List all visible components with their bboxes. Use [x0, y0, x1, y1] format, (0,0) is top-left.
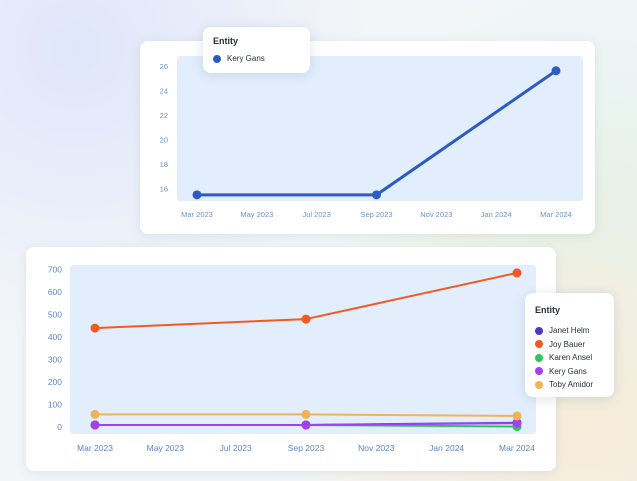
- legend-label: Joy Bauer: [549, 339, 586, 349]
- y-tick-label: 700: [48, 265, 62, 275]
- legend-label: Toby Amidor: [549, 380, 594, 390]
- legend-label: Janet Helm: [549, 326, 590, 336]
- legend-bottom: Entity Janet Helm Joy Bauer Karen Ansel Ker…: [525, 293, 614, 397]
- x-tick-label: Jul 2023: [302, 210, 330, 219]
- x-tick-label: May 2023: [147, 443, 185, 453]
- data-point[interactable]: [192, 190, 202, 200]
- y-tick-label: 200: [48, 377, 62, 387]
- legend-item[interactable]: Karen Ansel: [535, 351, 593, 365]
- x-tick-label: Mar 2023: [181, 210, 213, 219]
- data-point[interactable]: [512, 411, 522, 421]
- y-tick-label: 300: [48, 355, 62, 365]
- legend-item[interactable]: Kery Gans: [535, 365, 593, 379]
- plot-area: [70, 265, 536, 434]
- y-tick-label: 0: [57, 422, 62, 432]
- x-tick-label: Mar 2023: [77, 443, 113, 453]
- legend-swatch: [535, 340, 543, 349]
- y-tick-label: 16: [160, 185, 168, 194]
- y-tick-label: 18: [160, 160, 168, 169]
- y-tick-label: 600: [48, 287, 62, 297]
- y-tick-label: 20: [160, 136, 168, 145]
- legend-swatch: [535, 367, 543, 376]
- y-tick-label: 26: [160, 62, 168, 71]
- legend-item[interactable]: Toby Amidor: [535, 378, 593, 392]
- legend-swatch: [535, 353, 543, 362]
- data-point[interactable]: [512, 268, 522, 278]
- data-point[interactable]: [301, 314, 311, 324]
- legend-item[interactable]: Kery Gans: [213, 52, 265, 66]
- x-tick-label: Jul 2023: [220, 443, 252, 453]
- data-point[interactable]: [301, 420, 311, 430]
- x-tick-label: Mar 2024: [540, 210, 572, 219]
- data-point[interactable]: [90, 420, 100, 430]
- legend-title: Entity: [535, 305, 561, 315]
- y-tick-label: 400: [48, 332, 62, 342]
- x-tick-label: Jan 2024: [481, 210, 512, 219]
- x-tick-label: Jan 2024: [429, 443, 464, 453]
- legend-list: Kery Gans: [213, 52, 265, 66]
- x-tick-label: Nov 2023: [358, 443, 395, 453]
- legend-top: Entity Kery Gans: [203, 27, 310, 73]
- legend-list: Janet Helm Joy Bauer Karen Ansel Kery Gans T…: [535, 324, 593, 392]
- chart-card-bottom: 0 100 200 300 400 500 600 700 Mar 2023 May 2023 Ju…: [26, 247, 556, 471]
- y-tick-label: 500: [48, 310, 62, 320]
- y-tick-label: 22: [160, 111, 168, 120]
- x-tick-label: Mar 2024: [499, 443, 535, 453]
- x-tick-label: May 2023: [240, 210, 273, 219]
- legend-item[interactable]: Janet Helm: [535, 324, 593, 338]
- legend-swatch: [213, 54, 221, 63]
- line-chart-bottom: 0 100 200 300 400 500 600 700 Mar 2023 May 2023 Ju…: [48, 265, 536, 453]
- x-tick-label: Sep 2023: [288, 443, 325, 453]
- data-point[interactable]: [90, 409, 100, 419]
- legend-label: Karen Ansel: [549, 353, 593, 363]
- data-point[interactable]: [301, 409, 311, 419]
- legend-swatch: [535, 326, 543, 335]
- plot-area: [177, 56, 583, 201]
- data-point[interactable]: [551, 66, 561, 76]
- legend-title: Entity: [213, 36, 239, 46]
- y-tick-label: 24: [160, 86, 168, 95]
- legend-label: Kery Gans: [549, 366, 587, 376]
- legend-label: Kery Gans: [227, 54, 265, 64]
- line-chart-top: 16 18 20 22 24 26 Mar 2023 May 2023 Jul 2023 Sep …: [160, 56, 583, 219]
- x-tick-label: Nov 2023: [420, 210, 452, 219]
- data-point[interactable]: [372, 190, 381, 200]
- x-tick-label: Sep 2023: [360, 210, 392, 219]
- chart-card-top: 16 18 20 22 24 26 Mar 2023 May 2023 Jul 2023 Sep …: [140, 41, 595, 234]
- legend-item[interactable]: Joy Bauer: [535, 338, 593, 352]
- data-point[interactable]: [90, 323, 100, 333]
- data-point[interactable]: [512, 418, 522, 428]
- legend-swatch: [535, 380, 543, 389]
- y-tick-label: 100: [48, 400, 62, 410]
